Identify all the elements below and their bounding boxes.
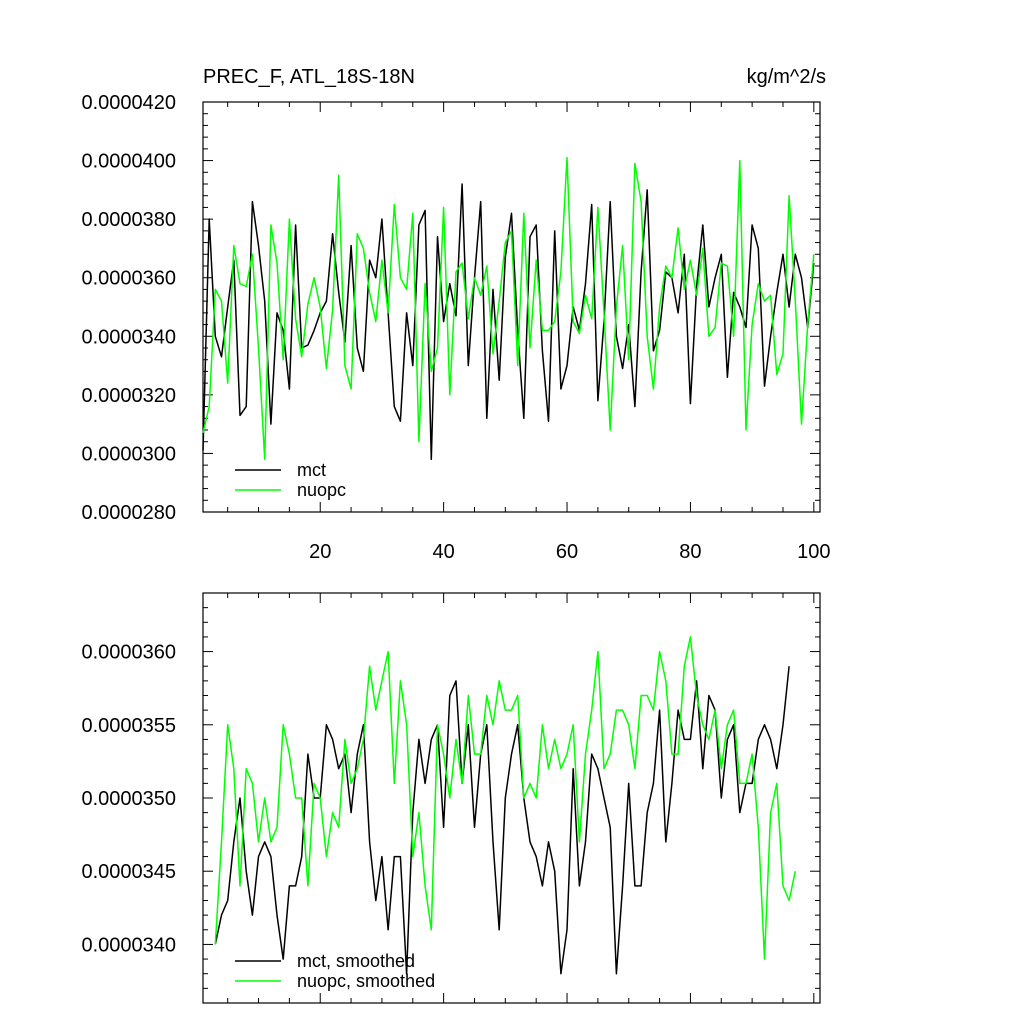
x-tick-label: 100 <box>797 541 830 563</box>
legend-label: mct, smoothed <box>297 951 415 971</box>
series-line-0 <box>214 666 790 975</box>
series-line-0 <box>202 183 815 461</box>
series-layer <box>214 636 797 975</box>
top-chart-panel: PREC_F, ATL_18S-18N kg/m^2/s 0.00002800.… <box>81 66 830 563</box>
y-tick-label: 0.0000340 <box>81 934 176 956</box>
y-tick-label: 0.0000320 <box>81 385 176 407</box>
x-tick-label: 40 <box>433 541 455 563</box>
y-tick-label: 0.0000355 <box>81 715 176 737</box>
y-tick-label: 0.0000280 <box>81 502 176 524</box>
plot-frame <box>202 101 821 513</box>
legend-label: nuopc <box>297 480 346 500</box>
y-tick-label: 0.0000380 <box>81 209 176 231</box>
series-layer <box>202 156 815 461</box>
y-tick-label: 0.0000420 <box>81 92 176 114</box>
y-tick-label: 0.0000340 <box>81 326 176 348</box>
y-tick-label: 0.0000300 <box>81 443 176 465</box>
chart-units: kg/m^2/s <box>747 66 826 88</box>
y-tick-label: 0.0000400 <box>81 151 176 173</box>
y-tick-label: 0.0000345 <box>81 861 176 883</box>
legend-label: mct <box>297 460 326 480</box>
axis-ticks: 0.0000340 0.0000345 0.0000350 0.0000355 0.00… <box>81 592 820 1004</box>
y-tick-label: 0.0000360 <box>81 268 176 290</box>
y-tick-label: 0.0000350 <box>81 788 176 810</box>
x-tick-label: 80 <box>679 541 701 563</box>
chart-title: PREC_F, ATL_18S-18N <box>203 66 415 88</box>
legend-label: nuopc, smoothed <box>297 971 435 991</box>
series-line-1 <box>202 156 815 461</box>
axis-ticks: 0.0000280 0.0000300 0.0000320 0.0000340 0.00… <box>81 92 830 563</box>
x-tick-label: 60 <box>556 541 578 563</box>
y-tick-label: 0.0000360 <box>81 642 176 664</box>
series-line-1 <box>214 636 797 960</box>
bottom-chart-panel: 0.0000340 0.0000345 0.0000350 0.0000355 0.00… <box>81 592 821 1004</box>
x-tick-label: 20 <box>309 541 331 563</box>
